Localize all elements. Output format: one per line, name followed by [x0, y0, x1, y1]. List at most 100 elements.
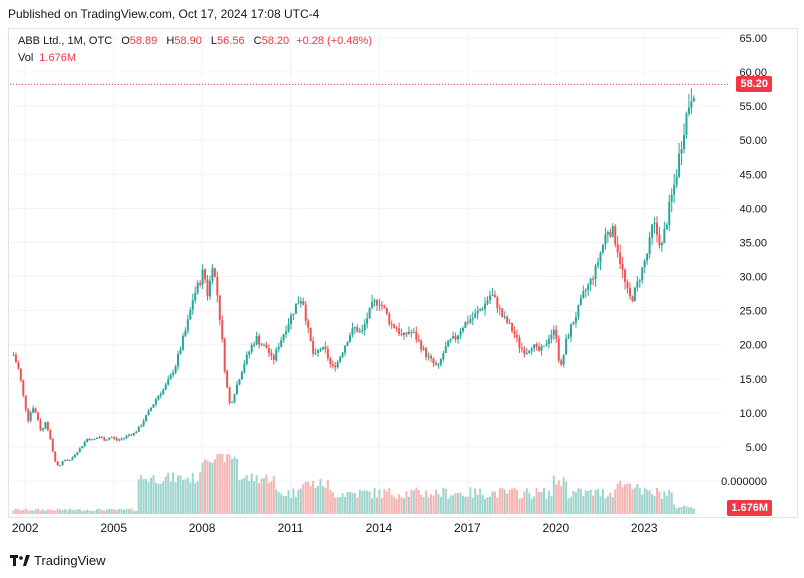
- candle-body: [614, 226, 617, 245]
- candle-body: [398, 328, 401, 334]
- candle-body: [619, 252, 622, 264]
- volume-bar: [474, 488, 477, 514]
- candle-body: [375, 300, 378, 306]
- volume-bar: [132, 510, 135, 514]
- volume-bar: [442, 487, 445, 514]
- volume-bar: [201, 462, 204, 514]
- volume-bar: [297, 489, 300, 514]
- candle-body: [66, 459, 69, 461]
- volume-bar: [407, 496, 410, 514]
- volume-bar: [373, 487, 376, 514]
- volume-bar: [91, 510, 94, 514]
- volume-bar: [59, 509, 62, 514]
- candle-body: [91, 439, 94, 441]
- volume-bar: [579, 488, 582, 514]
- volume-bar: [437, 493, 440, 514]
- y-tick-label: 15.00: [739, 374, 767, 386]
- volume-bar: [422, 497, 425, 514]
- close-value: 58.20: [261, 35, 290, 47]
- candle-body: [506, 316, 509, 323]
- candle-body: [641, 267, 644, 281]
- volume-bar: [100, 510, 103, 514]
- candle-body: [430, 356, 433, 359]
- candle-body: [304, 304, 307, 321]
- volume-bar: [557, 480, 560, 514]
- candle-body: [437, 364, 440, 366]
- volume-bar: [572, 490, 575, 514]
- volume-bar: [484, 498, 487, 514]
- volume-label: Vol: [18, 52, 34, 64]
- candle-body: [231, 401, 234, 403]
- volume-bar: [164, 476, 167, 514]
- volume-bar: [403, 498, 405, 514]
- candle-body: [339, 356, 342, 362]
- volume-bar: [621, 487, 624, 514]
- volume-bar: [110, 508, 113, 514]
- volume-bar: [626, 483, 629, 514]
- candle-body: [557, 338, 560, 361]
- volume-bar: [125, 509, 128, 514]
- candle-body: [54, 451, 57, 462]
- candle-body: [248, 351, 251, 355]
- volume-bar: [152, 475, 155, 514]
- candle-body: [319, 349, 322, 351]
- candle-body: [476, 310, 479, 314]
- volume-bar: [98, 508, 101, 514]
- candle-body: [624, 269, 627, 282]
- volume-bar: [471, 497, 474, 514]
- volume-bar: [81, 510, 84, 514]
- candle-body: [547, 339, 550, 345]
- high-label: H: [166, 35, 175, 47]
- open-value: 58.89: [129, 35, 158, 47]
- candle-body: [540, 346, 543, 351]
- candle-body: [108, 437, 111, 440]
- candle-body: [56, 461, 59, 466]
- candle-body: [633, 287, 636, 301]
- candle-body: [145, 415, 148, 422]
- candle-body: [577, 305, 580, 318]
- volume-bar: [108, 508, 111, 514]
- volume-bar: [177, 475, 180, 514]
- footer-brand[interactable]: TradingView: [10, 553, 106, 568]
- volume-bar: [606, 495, 609, 514]
- candle-body: [523, 349, 526, 354]
- volume-bar: [334, 497, 337, 514]
- volume-bar: [140, 475, 143, 514]
- candle-body: [373, 300, 376, 302]
- volume-bar: [113, 509, 116, 514]
- volume-bar: [398, 494, 401, 514]
- volume-bar: [231, 459, 234, 514]
- volume-bar: [641, 494, 644, 514]
- candle-body: [643, 260, 646, 268]
- volume-bar: [668, 490, 671, 514]
- candle-body: [194, 292, 197, 301]
- candle-body: [422, 348, 425, 350]
- volume-bar: [275, 489, 278, 514]
- volume-bar: [336, 497, 339, 514]
- candle-body: [130, 434, 133, 436]
- candle-body: [690, 101, 693, 108]
- candle-body: [444, 346, 447, 353]
- candle-body: [680, 149, 683, 154]
- volume-bar: [380, 497, 383, 514]
- volume-bar: [638, 487, 641, 514]
- volume-bar: [594, 489, 597, 514]
- volume-bar: [565, 481, 568, 514]
- candle-body: [383, 305, 386, 308]
- volume-bar: [130, 508, 133, 514]
- volume-bar: [137, 479, 140, 514]
- volume-bar: [123, 509, 125, 514]
- candle-body: [265, 344, 268, 349]
- candle-body: [385, 307, 388, 314]
- candle-body: [683, 135, 685, 150]
- candle-body: [164, 384, 167, 390]
- volume-bar: [253, 481, 256, 514]
- candle-body: [172, 372, 175, 375]
- volume-bar: [368, 491, 371, 514]
- candle-body: [380, 304, 383, 306]
- volume-bar: [78, 509, 81, 514]
- y-tick-label: 45.00: [739, 169, 767, 181]
- candle-body: [361, 330, 364, 332]
- volume-bar: [49, 509, 52, 514]
